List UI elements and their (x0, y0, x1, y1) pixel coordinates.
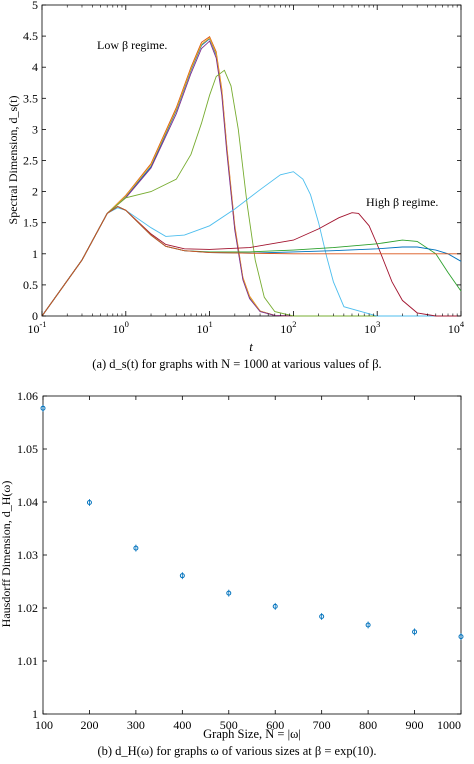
chart-b-x-ticks: 100 200 300 400 500 600 700 800 900 1000 (35, 396, 462, 732)
y-tick-label: 1.01 (17, 654, 38, 668)
chart-a-x-axis-label: t (249, 339, 253, 354)
x-tick-label: 800 (359, 718, 377, 732)
x-tick-label: 101 (196, 319, 212, 336)
y-tick-label: 2 (32, 185, 38, 199)
data-point (86, 500, 92, 506)
x-tick-label: 10-1 (27, 319, 46, 336)
series-line (41, 40, 461, 317)
x-tick-label: 104 (448, 319, 465, 336)
x-tick-label: 500 (220, 718, 238, 732)
y-tick-label: 0.5 (23, 278, 38, 292)
data-point (365, 622, 371, 628)
x-tick-label: 600 (266, 718, 284, 732)
chart-b-frame (42, 395, 462, 715)
data-point (133, 545, 139, 551)
series-line (41, 171, 461, 317)
y-tick-label: 3.5 (23, 91, 38, 105)
y-tick-label: 1.02 (17, 601, 38, 615)
y-tick-label: 1.5 (23, 216, 38, 230)
spectral-dimension-chart: 0 0.5 1 1.5 2 2.5 3 3.5 4 4.5 5 10-1 100 101 102 103 10… (6, 0, 465, 354)
chart-a-y-ticks: 0 0.5 1 1.5 2 2.5 3 3.5 4 4.5 5 (23, 0, 461, 323)
chart-a-annotation-high: High β regime. (366, 195, 438, 209)
series-line (41, 36, 461, 317)
data-point (179, 573, 185, 579)
y-tick-label: 1.05 (17, 442, 38, 456)
x-tick-label: 102 (280, 319, 296, 336)
y-tick-label: 1.06 (17, 389, 38, 403)
y-tick-label: 3 (32, 122, 38, 136)
y-tick-label: 1 (32, 707, 38, 721)
x-tick-label: 400 (173, 718, 191, 732)
chart-b-y-ticks: 1 1.01 1.02 1.03 1.04 1.05 1.06 (17, 389, 461, 721)
data-point (412, 629, 418, 635)
data-point (272, 603, 278, 609)
y-tick-label: 5 (32, 0, 38, 12)
x-tick-label: 103 (364, 319, 380, 336)
x-tick-label: 1000 (437, 718, 461, 732)
chart-a-annotation-low: Low β regime. (97, 38, 167, 52)
series-line (41, 37, 461, 317)
y-tick-label: 4.5 (23, 29, 38, 43)
y-tick-label: 1.04 (17, 495, 38, 509)
y-tick-label: 2.5 (23, 154, 38, 168)
series-line (41, 37, 461, 317)
series-line (41, 205, 461, 317)
data-point (226, 590, 232, 596)
data-point (458, 634, 464, 640)
x-tick-label: 200 (80, 718, 98, 732)
caption-b: (b) d_H(ω) for graphs ω of various sizes… (97, 744, 377, 758)
x-tick-label: 100 (35, 718, 53, 732)
x-tick-label: 100 (113, 319, 129, 336)
caption-a: (a) d_s(t) for graphs with N = 1000 at v… (92, 357, 382, 371)
x-tick-label: 900 (406, 718, 424, 732)
y-tick-label: 0 (32, 309, 38, 323)
data-point (319, 613, 325, 619)
y-tick-label: 1.03 (17, 548, 38, 562)
hausdorff-dimension-chart: 1 1.01 1.02 1.03 1.04 1.05 1.06 100 200 300 400 50… (0, 389, 464, 741)
chart-b-points (40, 404, 464, 641)
chart-b-x-axis-label: Graph Size, N = |ω| (203, 727, 301, 741)
chart-a-x-ticks: 10-1 100 101 102 103 104 (27, 5, 465, 336)
chart-a-lines (41, 36, 462, 317)
data-point (40, 405, 46, 411)
series-line (41, 69, 461, 317)
y-tick-label: 4 (32, 60, 38, 74)
chart-b-y-axis-label: Hausdorff Dimension, d_H(ω) (0, 481, 13, 628)
x-tick-label: 700 (313, 718, 331, 732)
chart-a-y-axis-label: Spectral Dimension, d_s(t) (6, 96, 20, 225)
x-tick-label: 300 (127, 718, 145, 732)
y-tick-label: 1 (32, 247, 38, 261)
